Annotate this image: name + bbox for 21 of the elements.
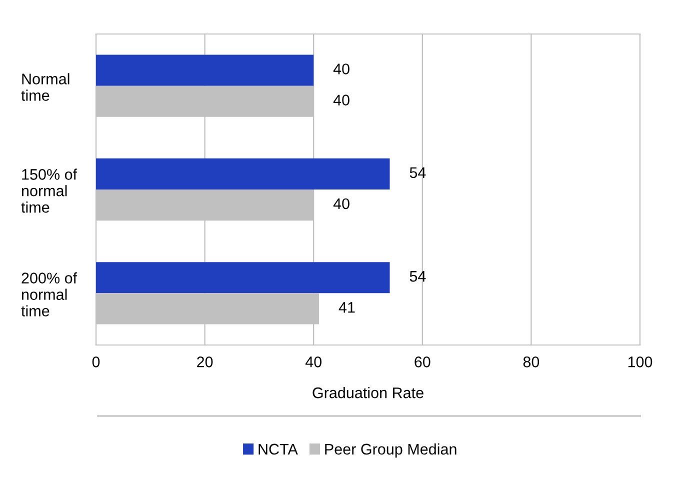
x-axis-title: Graduation Rate xyxy=(312,387,424,398)
x-tick-label: 100 xyxy=(628,356,652,368)
x-tick-label: 40 xyxy=(305,356,322,368)
bar xyxy=(96,158,390,190)
data-label: 54 xyxy=(410,271,426,282)
data-label: 40 xyxy=(333,94,350,106)
x-tick-label: 80 xyxy=(523,356,540,368)
data-label: 40 xyxy=(333,64,350,74)
legend-label: NCTA xyxy=(258,444,298,455)
data-label: 41 xyxy=(338,302,355,313)
x-tick-label: 0 xyxy=(92,356,100,368)
bar xyxy=(96,54,314,86)
data-label: 54 xyxy=(410,167,426,178)
y-tick-label: Normal time xyxy=(21,73,70,101)
legend-label: Peer Group Median xyxy=(325,443,456,458)
x-tick-label: 20 xyxy=(197,356,213,368)
bar xyxy=(96,262,390,294)
y-tick-label: 200% of normal time xyxy=(21,272,78,316)
data-label: 40 xyxy=(333,198,350,210)
x-tick-label: 60 xyxy=(414,356,430,368)
y-tick-label: 150% of normal time xyxy=(21,168,78,213)
